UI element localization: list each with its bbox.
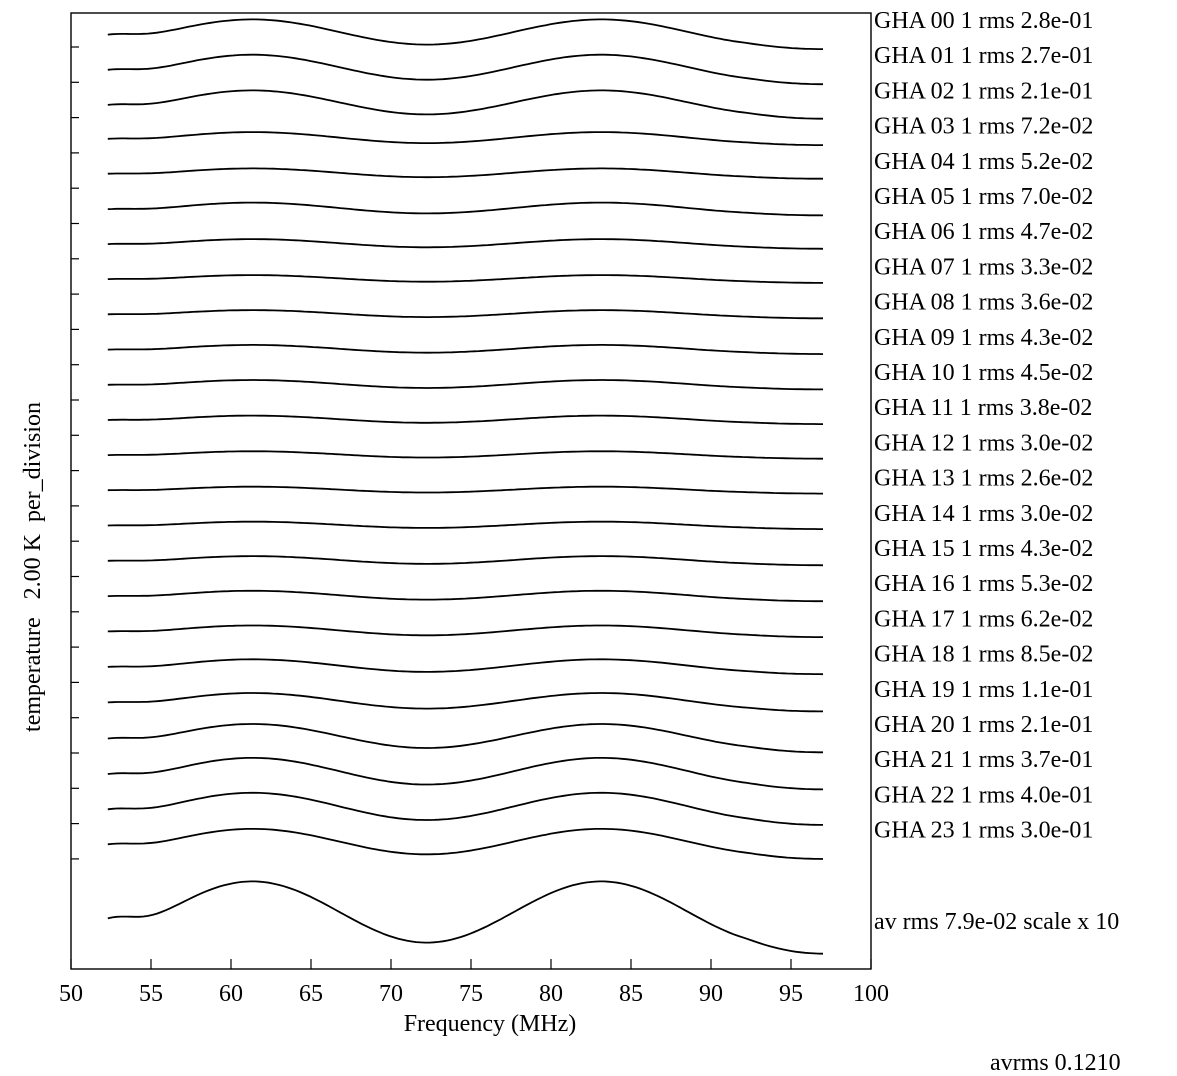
- y-tick-marks: [71, 46, 79, 860]
- series-line-6: [107, 238, 824, 250]
- series-label: GHA 09 1 rms 4.3e-02: [874, 325, 1093, 351]
- x-tick-label: 65: [299, 981, 323, 1007]
- series-line-15: [107, 555, 824, 567]
- x-tick-label: 75: [459, 981, 483, 1007]
- series-line-19: [107, 692, 823, 713]
- series-label: GHA 03 1 rms 7.2e-02: [874, 114, 1093, 140]
- series-label: GHA 10 1 rms 4.5e-02: [874, 360, 1093, 386]
- series-label: GHA 16 1 rms 5.3e-02: [874, 571, 1093, 597]
- series-label: GHA 05 1 rms 7.0e-02: [874, 184, 1093, 210]
- x-tick-label: 100: [853, 981, 889, 1007]
- series-line-0: [107, 18, 823, 50]
- series-line-21: [107, 757, 824, 791]
- footer-avrms: avrms 0.1210: [990, 1050, 1121, 1076]
- series-curves: [107, 18, 824, 955]
- x-tick-marks: 50 55 60 65 70 75 80 85 90 95 100: [59, 959, 889, 1007]
- series-line-16: [107, 589, 823, 603]
- series-line-11: [107, 414, 823, 425]
- series-label: GHA 20 1 rms 2.1e-01: [874, 712, 1093, 738]
- series-line-23: [107, 828, 824, 860]
- series-label: GHA 13 1 rms 2.6e-02: [874, 466, 1093, 492]
- series-line-7: [107, 274, 823, 284]
- series-label: GHA 12 1 rms 3.0e-02: [874, 430, 1093, 456]
- series-label: GHA 22 1 rms 4.0e-01: [874, 782, 1093, 808]
- x-tick-label: 70: [379, 981, 403, 1007]
- series-label: GHA 01 1 rms 2.7e-01: [874, 43, 1093, 69]
- series-line-8: [107, 309, 823, 320]
- series-line-9: [107, 344, 824, 355]
- series-label: GHA 07 1 rms 3.3e-02: [874, 254, 1093, 280]
- series-line-5: [107, 201, 824, 217]
- series-line-18: [107, 658, 824, 676]
- series-line-3: [107, 131, 823, 146]
- series-line-1: [107, 53, 823, 86]
- series-line-10: [107, 379, 823, 391]
- x-tick-label: 55: [139, 981, 163, 1007]
- x-tick-label: 80: [539, 981, 563, 1007]
- series-line-20: [107, 723, 823, 754]
- series-line-17: [107, 624, 823, 638]
- series-line-12: [107, 450, 823, 460]
- series-line-24: [107, 880, 824, 955]
- series-label: GHA 19 1 rms 1.1e-01: [874, 677, 1093, 703]
- series-label: GHA 15 1 rms 4.3e-02: [874, 536, 1093, 562]
- series-line-13: [107, 485, 823, 495]
- series-label: av rms 7.9e-02 scale x 10: [874, 909, 1119, 935]
- series-line-14: [107, 520, 823, 530]
- series-line-22: [107, 791, 823, 826]
- series-label: GHA 17 1 rms 6.2e-02: [874, 606, 1093, 632]
- series-line-4: [107, 167, 823, 180]
- series-label: GHA 18 1 rms 8.5e-02: [874, 642, 1093, 668]
- x-tick-label: 85: [619, 981, 643, 1007]
- series-label: GHA 21 1 rms 3.7e-01: [874, 747, 1093, 773]
- series-label: GHA 04 1 rms 5.2e-02: [874, 149, 1093, 175]
- series-label: GHA 06 1 rms 4.7e-02: [874, 219, 1093, 245]
- series-label: GHA 23 1 rms 3.0e-01: [874, 818, 1093, 844]
- x-tick-label: 90: [699, 981, 723, 1007]
- series-label: GHA 02 1 rms 2.1e-01: [874, 78, 1093, 104]
- series-label: GHA 11 1 rms 3.8e-02: [874, 395, 1092, 421]
- series-labels: GHA 00 1 rms 2.8e-01 GHA 01 1 rms 2.7e-01…: [874, 8, 1119, 935]
- series-label: GHA 08 1 rms 3.6e-02: [874, 290, 1093, 316]
- x-tick-label: 60: [219, 981, 243, 1007]
- series-label: GHA 14 1 rms 3.0e-02: [874, 501, 1093, 527]
- series-line-2: [107, 89, 823, 120]
- x-tick-label: 95: [779, 981, 803, 1007]
- series-label: GHA 00 1 rms 2.8e-01: [874, 8, 1093, 34]
- x-tick-label: 50: [59, 981, 83, 1007]
- x-axis-label: Frequency (MHz): [404, 1011, 577, 1037]
- y-axis-label: temperature 2.00 K per_division: [20, 402, 46, 732]
